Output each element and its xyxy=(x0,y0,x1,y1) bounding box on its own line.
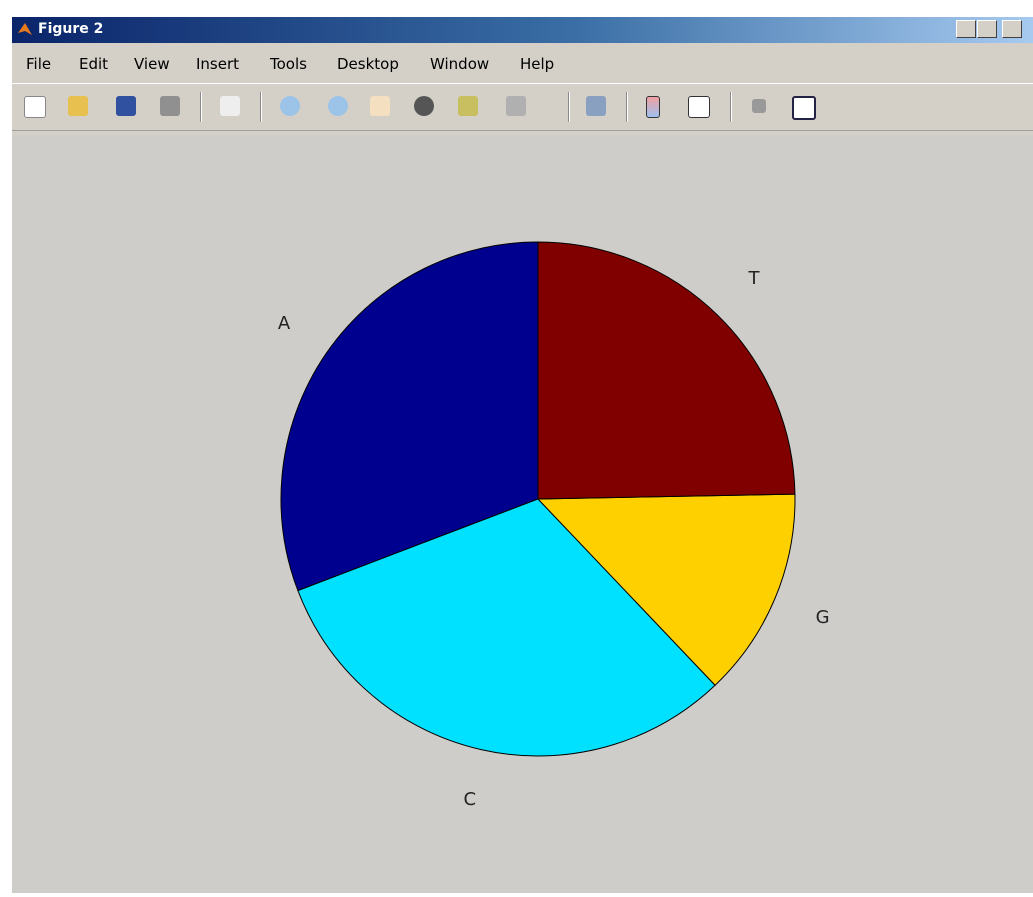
legend-icon[interactable] xyxy=(688,96,710,118)
menu-item[interactable]: Window xyxy=(430,55,490,73)
menu-item[interactable]: Insert xyxy=(196,55,240,73)
window-title: Figure 2 xyxy=(38,21,104,37)
pie-slice xyxy=(297,498,716,757)
slice-label: A xyxy=(278,313,291,334)
print-icon[interactable] xyxy=(160,96,180,116)
menu-item[interactable]: Help xyxy=(520,55,555,73)
minimize-button[interactable] xyxy=(956,20,976,38)
slice-label: C xyxy=(463,789,476,810)
separator xyxy=(568,92,570,122)
slice-label: G xyxy=(816,607,830,628)
colorbar-icon[interactable] xyxy=(646,96,660,118)
separator xyxy=(260,92,262,122)
app-icon xyxy=(18,23,32,35)
pan-icon[interactable] xyxy=(370,96,390,116)
hide-tools-icon[interactable] xyxy=(752,99,766,113)
datacursor-icon[interactable] xyxy=(458,96,478,116)
new-icon[interactable] xyxy=(24,96,46,118)
menu-item[interactable]: View xyxy=(134,55,170,73)
pie-slice xyxy=(537,241,796,500)
open-icon[interactable] xyxy=(68,96,88,116)
title-bar: Figure 2 xyxy=(12,17,1033,43)
pie-slice xyxy=(536,493,796,686)
menu-item[interactable]: Tools xyxy=(270,55,307,73)
close-button[interactable] xyxy=(1002,20,1022,38)
figure-window: Figure 2 File Edit View Insert Tools Desktop W… xyxy=(12,17,1033,893)
maximize-button[interactable] xyxy=(977,20,997,38)
save-icon[interactable] xyxy=(116,96,136,116)
menu-item[interactable]: Edit xyxy=(79,55,109,73)
pie-slice xyxy=(280,241,539,592)
toolbar xyxy=(12,83,1033,131)
zoom-out-icon[interactable] xyxy=(328,96,348,116)
brush-icon[interactable] xyxy=(506,96,526,116)
slice-label: T xyxy=(748,268,761,289)
separator xyxy=(730,92,732,122)
chart: A C G T xyxy=(278,241,830,810)
figure-area: A C G T xyxy=(12,135,1033,893)
pointer-icon[interactable] xyxy=(220,96,240,116)
link-icon[interactable] xyxy=(586,96,606,116)
zoom-in-icon[interactable] xyxy=(280,96,300,116)
menu-bar: File Edit View Insert Tools Desktop Window Help xyxy=(12,47,1033,81)
menu-item[interactable]: Desktop xyxy=(337,55,399,73)
menu-item[interactable]: File xyxy=(26,55,52,73)
separator xyxy=(626,92,628,122)
separator xyxy=(200,92,202,122)
rotate-icon[interactable] xyxy=(414,96,434,116)
dock-icon[interactable] xyxy=(792,96,816,120)
